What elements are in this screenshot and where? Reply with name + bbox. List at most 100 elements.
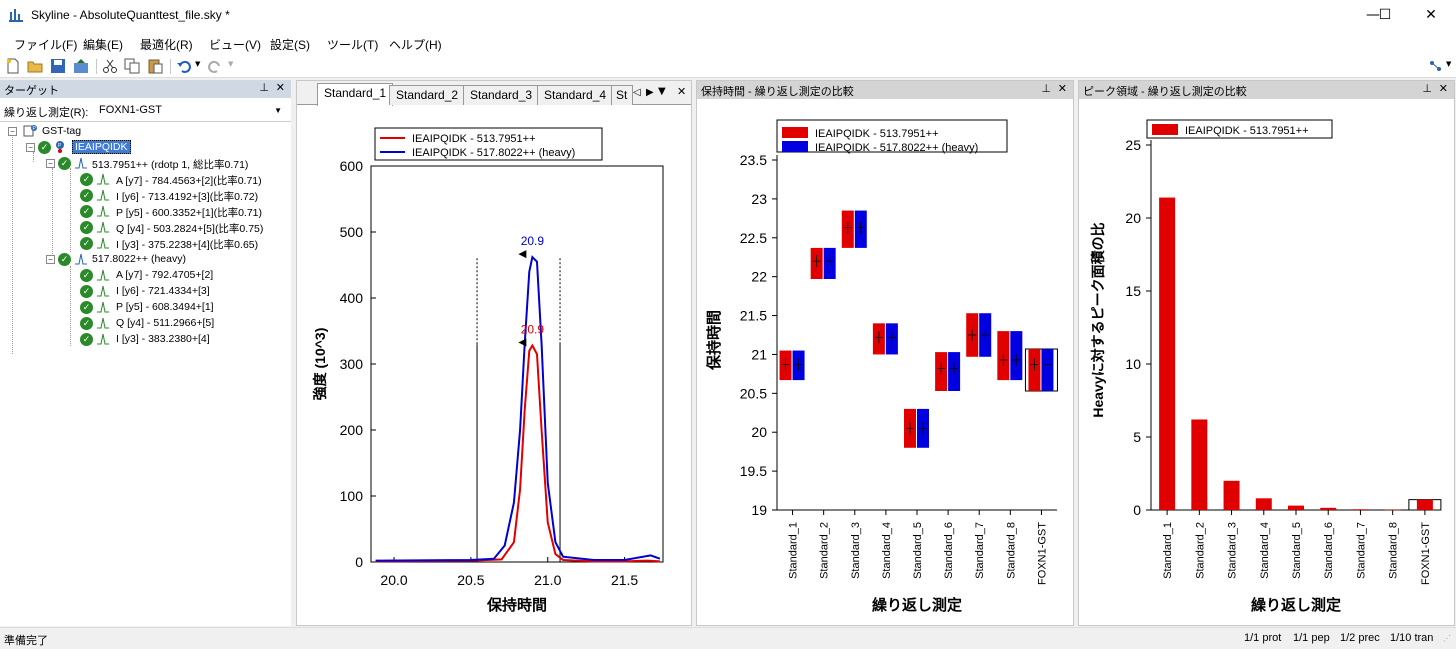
legend-label: IEAIPQIDK - 517.8022++ (heavy) [412,147,575,159]
menu-edit[interactable]: 編集(E) [83,38,123,52]
tab-list-icon[interactable]: ▼ [658,86,666,97]
retention-time-chart[interactable]: 19 19.5 20 20.5 21 21.5 22 22.5 23 23.5 Standard_1… [697,100,1073,625]
close-pane-icon[interactable]: ✕ [275,82,285,94]
tree-node-precursor-light[interactable]: − ✓ 513.7951++ (rdotp 1, 総比率0.71) [44,156,289,172]
close-pane-icon[interactable]: ✕ [1438,83,1448,95]
tab-standard-2[interactable]: Standard_2 [389,85,466,105]
tree-node-precursor-heavy[interactable]: − ✓ 517.8022++ (heavy) [44,252,289,268]
collapse-icon[interactable]: − [46,255,55,264]
area-ratio-bar [1191,419,1208,510]
peak-rt-label: 20.9 [521,234,545,248]
x-tick-label: Standard_4 [1259,522,1271,579]
transition-peak-icon [97,317,109,329]
undo-dropdown-icon[interactable]: ▼ [195,60,201,68]
x-tick-label: 20.0 [380,572,407,588]
chevron-down-icon[interactable]: ▼ [274,106,282,115]
minimize-button[interactable]: — [1366,7,1380,23]
cut-icon[interactable] [102,58,118,74]
collapse-icon[interactable]: − [26,143,35,152]
maximize-button[interactable]: ☐ [1378,7,1392,23]
targets-pane-header: ターゲット ⊥ ✕ [0,80,291,98]
undo-icon[interactable] [176,58,192,74]
redo-icon[interactable] [207,58,223,74]
transition-peak-icon [97,269,109,281]
tree-line [70,266,71,346]
tree-node-transition[interactable]: ✓ I [y3] - 375.2238+[4](比率0.65) [62,236,287,252]
redo-dropdown-icon[interactable]: ▼ [228,60,234,68]
save-icon[interactable] [50,58,66,74]
check-icon: ✓ [80,285,93,298]
y-tick-label: 100 [340,488,364,504]
peak-area-chart[interactable]: 0 5 10 15 20 25 Standard_1 Standard_2 Standard_3… [1079,100,1454,625]
tree-node-transition[interactable]: ✓ Q [y4] - 511.2966+[5] [62,316,287,332]
legend-swatch [1152,124,1178,135]
tree-node-transition[interactable]: ✓ P [y5] - 600.3352+[1](比率0.71) [62,204,287,220]
area-ratio-bar [1255,498,1272,510]
menu-tools[interactable]: ツール(T) [327,38,379,52]
new-file-icon[interactable] [5,58,21,74]
precursor-heavy-label: 517.8022++ (heavy) [92,253,186,265]
open-folder-icon[interactable] [27,58,43,74]
integrate-dropdown-icon[interactable]: ▼ [1446,60,1452,68]
menu-settings[interactable]: 設定(S) [270,38,310,52]
peptide-icon: P [56,141,64,153]
tree-node-protein[interactable]: − P GST-tag [6,124,286,140]
paste-icon[interactable] [147,58,163,74]
tab-scroll-left-icon[interactable]: ◁ [633,87,641,98]
pin-icon[interactable]: ⊥ [1041,83,1051,95]
replicate-label: 繰り返し測定(R): [4,107,89,119]
peptide-label: IEAIPQIDK [72,140,131,154]
peak-marker-icon [518,338,527,347]
copy-icon[interactable] [124,58,140,74]
pin-icon[interactable]: ⊥ [259,82,269,94]
close-pane-icon[interactable]: ✕ [1057,83,1067,95]
tree-node-transition[interactable]: ✓ I [y6] - 713.4192+[3](比率0.72) [62,188,287,204]
window-title: Skyline - AbsoluteQuanttest_file.sky * [31,8,230,22]
menu-file[interactable]: ファイル(F) [14,38,78,52]
svg-text:P: P [33,126,37,132]
tree-node-transition[interactable]: ✓ P [y5] - 608.3494+[1] [62,300,287,316]
menu-refine[interactable]: 最適化(R) [140,38,193,52]
resize-grip-icon[interactable]: ⋰ [1443,634,1451,643]
check-icon: ✓ [80,333,93,346]
tree-node-transition[interactable]: ✓ I [y6] - 721.4334+[3] [62,284,287,300]
close-window-button[interactable]: ✕ [1425,7,1437,23]
collapse-icon[interactable]: − [8,127,17,136]
y-axis-title: 保持時間 [705,310,723,371]
tab-standard-1[interactable]: Standard_1 [317,83,394,106]
tree-node-peptide[interactable]: − ✓ P IEAIPQIDK [24,140,284,156]
integrate-icon[interactable] [1428,58,1444,74]
tab-standard-3[interactable]: Standard_3 [463,85,540,105]
pin-icon[interactable]: ⊥ [1422,83,1432,95]
targets-pane: ターゲット ⊥ ✕ 繰り返し測定(R): FOXN1-GST ▼ − P GST… [0,80,291,626]
transition-peak-icon [97,173,109,185]
tab-standard-4[interactable]: Standard_4 [537,85,614,105]
x-axis-title: 繰り返し測定 [1251,596,1341,614]
menu-help[interactable]: ヘルプ(H) [389,38,442,52]
close-tab-icon[interactable]: ✕ [677,85,687,98]
tree-node-transition[interactable]: ✓ A [y7] - 784.4563+[2](比率0.71) [62,172,287,188]
check-icon: ✓ [38,141,51,154]
x-tick-label: Standard_7 [974,522,986,579]
tab-scroll-right-icon[interactable]: ▶ [646,87,654,98]
peak-rt-label: 20.9 [521,323,545,337]
chromatogram-pane: Standard_1 Standard_2 Standard_3 Standar… [296,80,692,626]
x-tick-label: Standard_4 [881,522,893,579]
tab-standard-5-partial[interactable]: St [611,85,633,105]
status-bar: 準備完了 1/1 prot 1/1 pep 1/2 prec 1/10 tran… [0,627,1456,649]
area-ratio-bar [1320,507,1337,510]
toolbar-separator [170,59,171,74]
menu-view[interactable]: ビュー(V) [209,38,261,52]
y-tick-label: 20 [751,424,767,440]
replicate-select[interactable]: FOXN1-GST ▼ [94,101,287,120]
transition-label: I [y6] - 721.4334+[3] [116,285,210,297]
collapse-icon[interactable]: − [46,159,55,168]
area-ratio-bar [1288,505,1304,510]
chromatogram-chart[interactable]: 0 100 200 300 400 500 600 20.0 20.5 21.0 21.5 保持時間 強… [297,106,691,625]
tree-node-transition[interactable]: ✓ Q [y4] - 503.2824+[5](比率0.75) [62,220,287,236]
y-axis-title: Heavyに対するピーク面積の比 [1090,222,1106,417]
tree-node-transition[interactable]: ✓ A [y7] - 792.4705+[2] [62,268,287,284]
publish-icon[interactable] [73,58,89,74]
legend-label: IEAIPQIDK - 513.7951++ [412,133,536,145]
tree-node-transition[interactable]: ✓ I [y3] - 383.2380+[4] [62,332,287,348]
